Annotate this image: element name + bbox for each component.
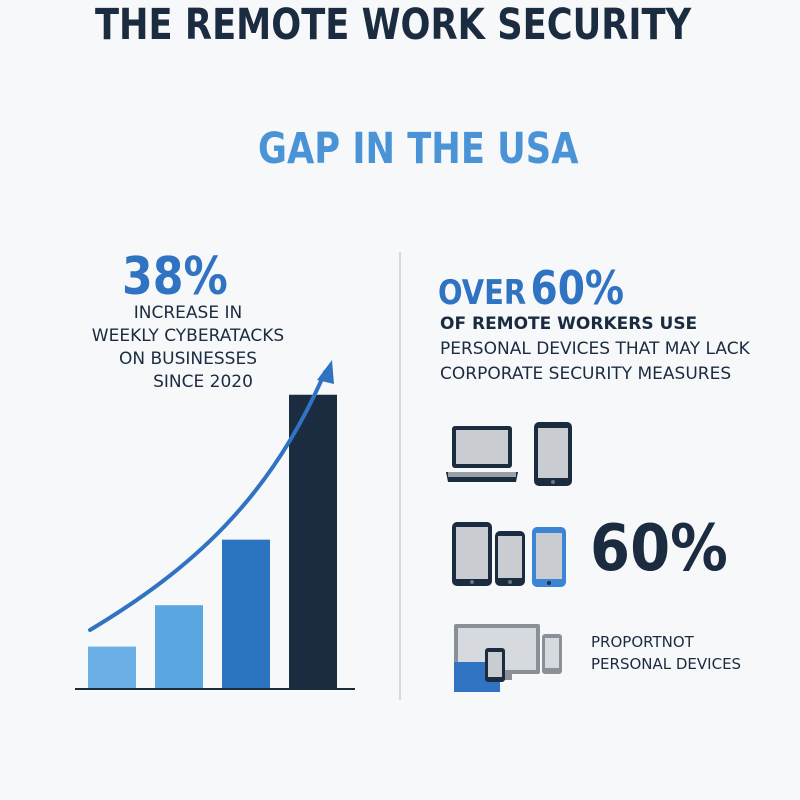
section-divider (399, 252, 401, 700)
title-line-1: THE REMOTE WORK SECURITY (95, 0, 692, 50)
tablet-icon (534, 422, 572, 486)
description-line: CORPORATE SECURITY MEASURES (440, 364, 732, 384)
laptop-icon (446, 426, 518, 482)
caption-line: PERSONAL DEVICES (591, 655, 742, 673)
tablet-icon (452, 522, 492, 586)
chart-bar-2 (155, 605, 203, 688)
description-line: PERSONAL DEVICES THAT MAY LACK (440, 339, 750, 359)
personal-device-description: OF REMOTE WORKERS USE PERSONAL DEVICES T… (440, 312, 750, 387)
cyberattack-increase-value: 38% (122, 247, 228, 307)
personal-device-value: 60% (530, 261, 625, 315)
phone-icon (532, 527, 566, 587)
trend-arrow (88, 370, 327, 632)
bar-chart (75, 360, 355, 690)
device-caption: PROPORTNOT PERSONAL DEVICES (591, 631, 741, 675)
caption-line: PROPORTNOT (591, 633, 694, 651)
over-label: OVER (438, 273, 527, 313)
chart-bar-3 (222, 539, 270, 688)
chart-bar-4 (289, 394, 337, 688)
monitor-devices-icon (454, 624, 562, 692)
device-share-value: 60% (590, 512, 728, 586)
chart-bar-1 (88, 646, 136, 688)
description-line: ON BUSINESSES (119, 349, 257, 369)
description-line: OF REMOTE WORKERS USE (440, 314, 698, 334)
trend-arrow-head (317, 360, 334, 384)
description-line: WEEKLY CYBERATACKS (91, 326, 285, 346)
title-line-2: GAP IN THE USA (258, 124, 579, 174)
phone-icon (495, 531, 525, 586)
cyberattack-increase-description: INCREASE IN WEEKLY CYBERATACKS ON BUSINE… (78, 302, 298, 394)
description-line: SINCE 2020 (153, 372, 253, 392)
description-line: INCREASE IN (133, 303, 243, 323)
right-headline: OVER 60% (438, 261, 624, 315)
